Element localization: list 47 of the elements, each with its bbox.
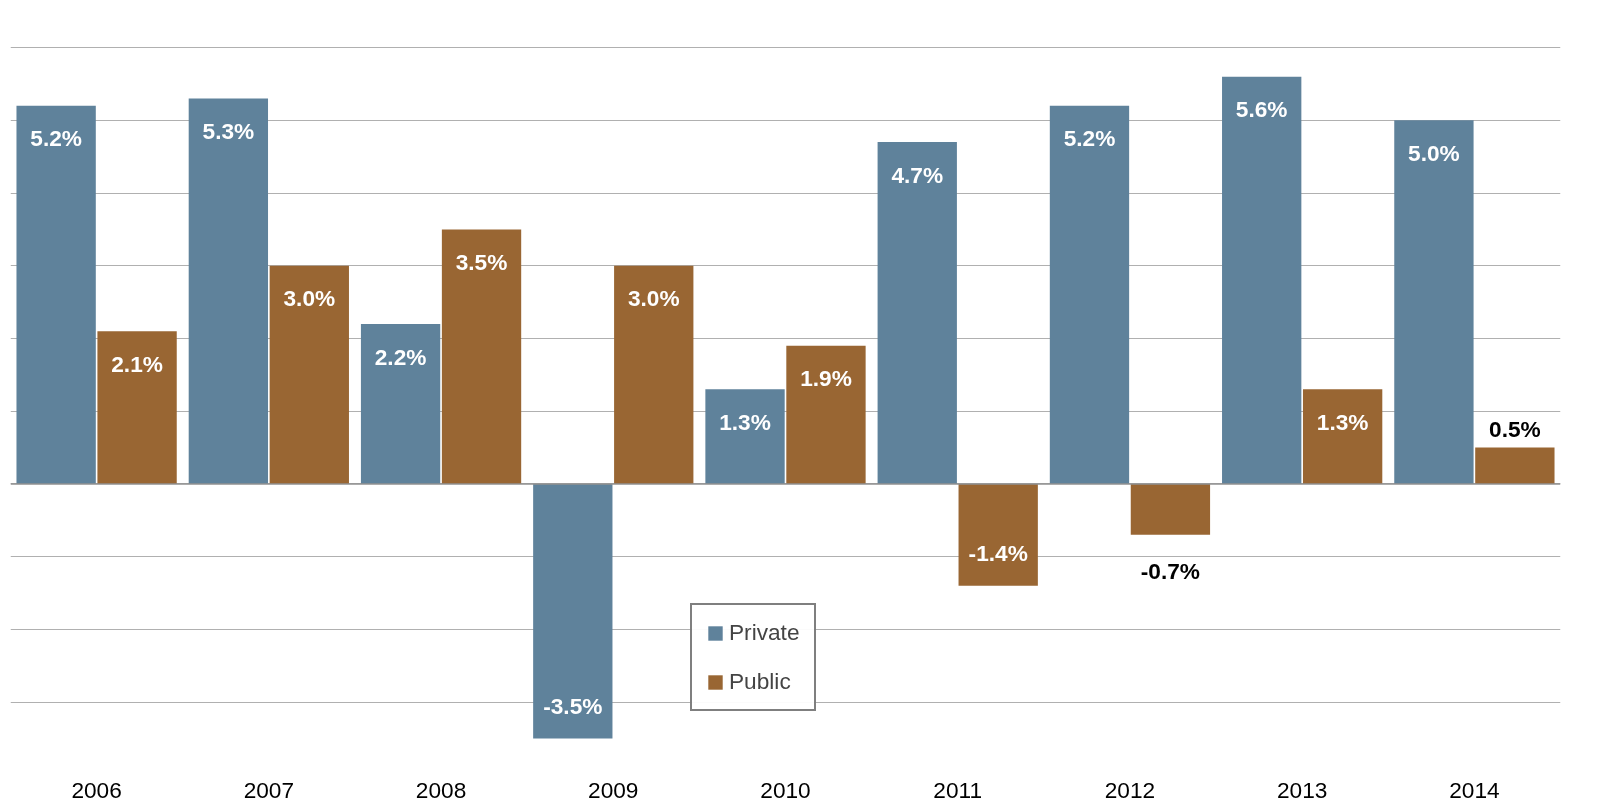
data-label: 4.7% xyxy=(891,161,944,188)
data-label: 5.3% xyxy=(202,118,255,145)
bar xyxy=(877,142,957,484)
bar xyxy=(786,345,866,484)
legend-label: Public xyxy=(729,668,791,695)
bar xyxy=(1302,389,1383,484)
data-label: 0.5% xyxy=(1489,416,1541,443)
data-label: 5.2% xyxy=(1063,125,1116,152)
bar xyxy=(1130,483,1211,535)
x-tick-label: 2013 xyxy=(1276,776,1328,803)
data-label: 1.3% xyxy=(1316,409,1369,436)
data-label: 1.9% xyxy=(800,365,852,392)
x-tick-label: 2012 xyxy=(1104,776,1156,803)
data-label: 2.2% xyxy=(374,343,427,370)
data-label: 1.3% xyxy=(719,409,771,436)
x-tick-label: 2008 xyxy=(415,776,467,803)
bar xyxy=(97,331,177,484)
data-label: 5.2% xyxy=(30,125,82,152)
data-label: -3.5% xyxy=(543,692,603,719)
x-tick-label: 2009 xyxy=(588,776,639,803)
data-label: 5.6% xyxy=(1235,96,1288,123)
x-tick-label: 2007 xyxy=(243,776,295,803)
data-label: 3.5% xyxy=(455,249,508,276)
bar xyxy=(533,483,613,739)
bar xyxy=(1394,120,1474,484)
x-tick-label: 2014 xyxy=(1449,776,1500,803)
bar xyxy=(360,323,441,484)
bar xyxy=(1475,447,1555,484)
legend-label: Private xyxy=(729,619,800,646)
bar xyxy=(188,98,269,484)
data-label: -0.7% xyxy=(1140,558,1201,585)
bar xyxy=(269,265,349,484)
x-tick-label: 2011 xyxy=(933,776,983,803)
x-tick-label: 2010 xyxy=(760,776,811,803)
data-label: -1.4% xyxy=(968,539,1028,566)
data-label: 5.0% xyxy=(1408,140,1460,167)
bar xyxy=(16,105,96,484)
bar xyxy=(614,265,694,484)
data-label: 3.0% xyxy=(283,285,336,312)
bar xyxy=(441,229,522,484)
bar xyxy=(705,389,785,484)
bar xyxy=(1049,105,1130,484)
data-label: 3.0% xyxy=(627,285,680,312)
bar xyxy=(958,483,1038,586)
bar xyxy=(1222,76,1302,484)
x-tick-label: 2006 xyxy=(71,776,122,803)
data-label: 2.1% xyxy=(111,350,163,377)
